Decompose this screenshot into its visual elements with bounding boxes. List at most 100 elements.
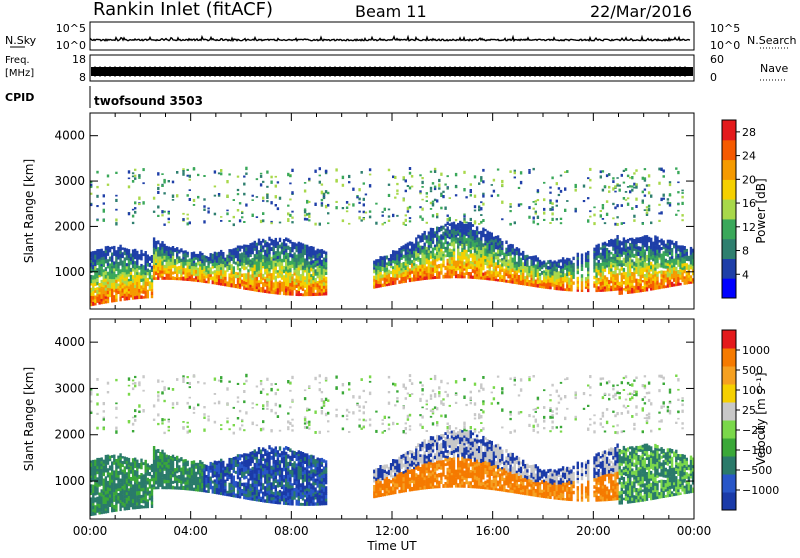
power-cell <box>358 216 360 219</box>
power-cell <box>96 186 98 188</box>
power-cell <box>145 295 147 299</box>
power-cell <box>138 266 140 270</box>
power-cell <box>612 274 614 277</box>
power-cell <box>268 247 270 251</box>
power-cell <box>637 286 639 290</box>
power-cell <box>325 277 327 281</box>
nsearch-tick-bottom: 10^0 <box>710 39 740 52</box>
power-cell <box>149 284 151 288</box>
power-cell <box>459 243 461 246</box>
power-cell <box>486 262 488 266</box>
velocity-cell <box>187 422 189 424</box>
power-cell <box>201 253 203 256</box>
power-cell <box>482 255 484 257</box>
power-cell <box>677 277 679 280</box>
power-cell <box>470 261 472 264</box>
power-cell <box>470 230 472 234</box>
power-cell <box>264 259 266 263</box>
power-cell <box>463 227 465 230</box>
power-cell <box>300 258 302 262</box>
velocity-cell <box>155 468 157 472</box>
power-cell <box>486 259 488 262</box>
power-cell <box>650 246 652 249</box>
power-cell <box>616 282 618 285</box>
power-cell <box>587 264 589 268</box>
power-cell <box>298 294 300 296</box>
power-cell <box>394 267 396 270</box>
power-cell <box>635 289 637 293</box>
velocity-cell <box>98 504 100 508</box>
power-cell <box>449 257 451 261</box>
velocity-cell <box>168 455 170 459</box>
power-cell <box>623 222 625 224</box>
power-cell <box>147 260 149 263</box>
power-cell <box>635 271 637 274</box>
power-cell <box>507 270 509 274</box>
velocity-cell <box>142 491 144 495</box>
velocity-cell <box>115 417 117 419</box>
power-cell <box>684 256 686 259</box>
power-cell <box>660 198 662 201</box>
velocity-cell <box>182 468 184 471</box>
velocity-cell <box>191 480 193 484</box>
power-cell <box>96 278 98 282</box>
power-cell <box>640 251 642 254</box>
velocity-cell <box>98 493 100 496</box>
power-cell <box>304 270 306 273</box>
velocity-cell <box>103 501 105 504</box>
power-cell <box>270 264 272 267</box>
velocity-cell <box>107 506 109 509</box>
velocity-cell <box>130 487 132 490</box>
power-cell <box>155 259 157 263</box>
power-cell <box>629 190 631 193</box>
power-cell <box>598 289 600 292</box>
power-cell <box>306 267 308 271</box>
power-cell <box>614 287 616 291</box>
power-cell <box>180 277 182 281</box>
power-cell <box>451 266 453 270</box>
power-cell <box>602 258 604 262</box>
power-cell <box>132 293 134 297</box>
power-cell <box>663 271 665 275</box>
power-cell <box>587 197 589 199</box>
velocity-cell <box>151 491 153 495</box>
power-cell <box>640 247 642 251</box>
power-cell <box>690 275 692 278</box>
velocity-cell <box>155 474 157 478</box>
velocity-cell <box>147 467 149 470</box>
power-cell <box>432 182 434 185</box>
velocity-cell <box>117 500 119 503</box>
power-cell <box>637 258 639 261</box>
power-cell <box>314 273 316 276</box>
power-cell <box>207 261 209 265</box>
power-cell <box>113 246 115 250</box>
power-cell <box>413 244 415 248</box>
power-cell <box>587 283 589 286</box>
power-cell <box>593 222 595 225</box>
power-cell <box>317 254 319 258</box>
velocity-cell <box>180 486 182 490</box>
power-cell <box>157 276 159 280</box>
power-cell <box>159 250 161 254</box>
power-cell <box>392 277 394 281</box>
power-cell <box>176 262 178 265</box>
velocity-cell <box>157 394 159 397</box>
velocity-cell <box>147 481 149 485</box>
power-cell <box>470 189 472 192</box>
power-cell <box>245 173 247 175</box>
power-cell <box>296 275 298 279</box>
power-cell <box>170 277 172 280</box>
power-cell <box>468 249 470 252</box>
power-cell <box>463 262 465 265</box>
power-cell <box>551 267 553 270</box>
velocity-cell <box>92 497 94 501</box>
power-cell <box>681 272 683 276</box>
power-cell <box>646 281 648 285</box>
power-cell <box>470 233 472 237</box>
velocity-cell <box>145 488 147 491</box>
power-cell <box>260 220 262 223</box>
velocity-cell <box>136 463 138 467</box>
power-cell <box>184 272 186 275</box>
velocity-cell <box>96 378 98 381</box>
power-cell <box>549 277 551 280</box>
